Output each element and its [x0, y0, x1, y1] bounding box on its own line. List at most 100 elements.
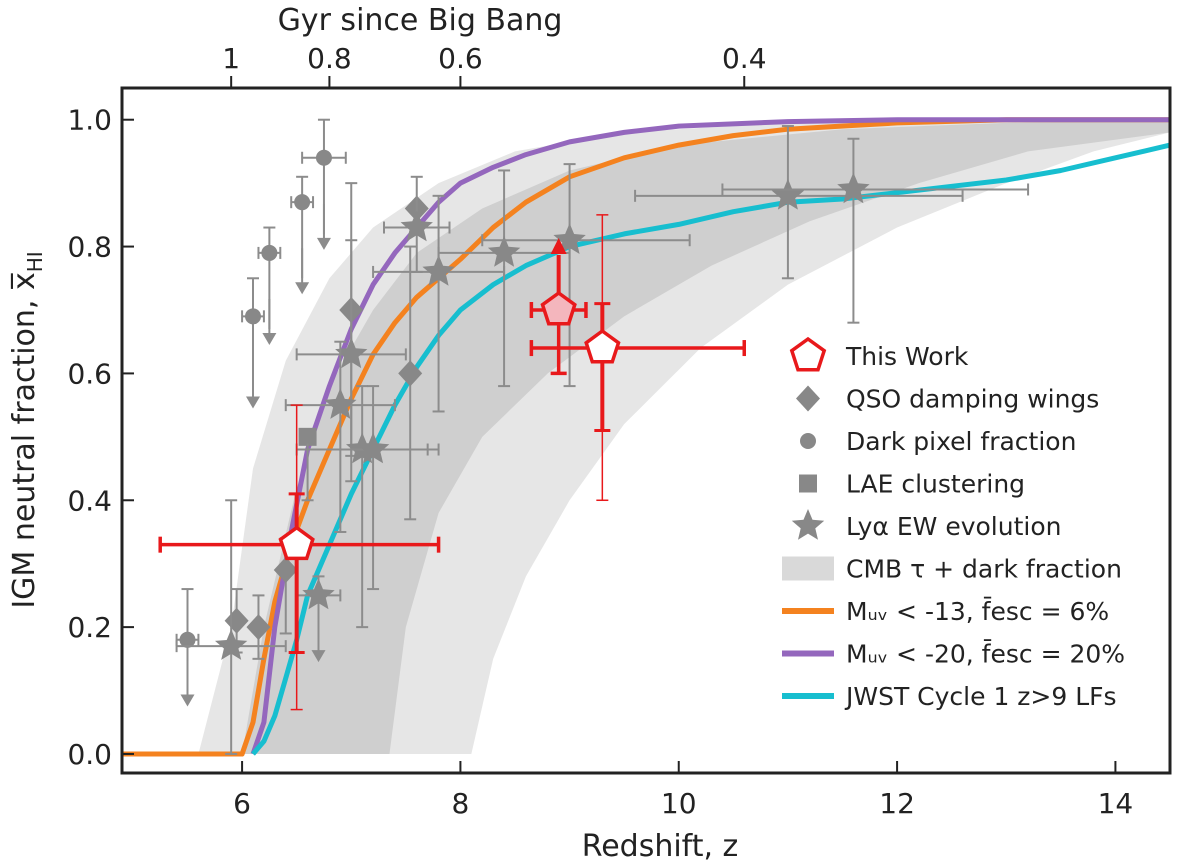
this-work-marker — [278, 525, 315, 561]
x-tick-label-0: 6 — [233, 787, 251, 820]
this-work-point-0 — [158, 404, 441, 711]
svg-text:IGM neutral fraction, x̅HI: IGM neutral fraction, x̅HI — [7, 251, 47, 608]
upper-limit-arrow-head — [246, 396, 260, 409]
x-tick-label-2: 10 — [661, 787, 697, 820]
legend-label: Mᵤᵥ < -20, f̄esc = 20% — [846, 639, 1125, 669]
star-marker — [487, 235, 521, 267]
star-point-1 — [372, 194, 506, 413]
circle-marker — [179, 631, 196, 648]
legend-label: CMB τ + dark fraction — [846, 555, 1122, 584]
star-marker — [837, 172, 870, 204]
plot-frame — [120, 86, 1172, 775]
star-point-7 — [306, 385, 440, 591]
upper-limit-arrow-head — [316, 237, 331, 250]
legend-label: QSO damping wings — [846, 385, 1099, 414]
upper-limit-arrow-head — [180, 694, 195, 707]
circle-point-4 — [175, 588, 200, 707]
star-point-10 — [634, 125, 964, 280]
star-marker — [356, 432, 390, 464]
diamond-point-4 — [246, 594, 271, 660]
star-point-2 — [437, 169, 571, 388]
circle-marker — [294, 194, 311, 211]
y-tick-label-1: 0.2 — [67, 611, 112, 644]
star-marker — [771, 178, 805, 210]
diamond-marker — [246, 614, 271, 641]
circle-point-3 — [301, 118, 347, 250]
top-tick-label-0: 1 — [222, 42, 240, 75]
this-work-marker — [584, 328, 621, 364]
this-work-point-1 — [529, 237, 588, 376]
star-marker — [302, 578, 335, 610]
top-tick-label-3: 0.4 — [722, 42, 767, 75]
legend-entry-6: Mᵤᵥ < -13, f̄esc = 6% — [782, 596, 1109, 626]
star-point-11 — [721, 137, 1030, 324]
star-marker — [335, 337, 368, 369]
star-marker — [422, 254, 455, 286]
y-tick-label-3: 0.6 — [67, 357, 112, 390]
top-tick-label-2: 0.6 — [438, 42, 483, 75]
top-tick-label-1: 0.8 — [307, 42, 352, 75]
legend-swatch — [791, 509, 825, 540]
circle-marker — [315, 149, 332, 166]
diamond-marker — [398, 360, 423, 387]
star-point-5 — [284, 340, 396, 533]
legend-label: Dark pixel fraction — [846, 427, 1076, 456]
legend-entry-8: JWST Cycle 1 z>9 LFs — [782, 682, 1117, 711]
diamond-point-1 — [398, 245, 423, 521]
y-tick-label-4: 0.8 — [67, 231, 112, 264]
circle-point-1 — [257, 226, 282, 346]
legend: This Work QSO damping wings Dark pixel fra… — [782, 336, 1125, 711]
legend-swatch — [800, 433, 816, 449]
upper-limit-arrow-head — [311, 650, 326, 663]
diamond-marker — [273, 557, 298, 584]
data-points-group — [158, 118, 1030, 755]
y-axis-title-group: IGM neutral fraction, x̅HI — [7, 251, 47, 608]
x-tick-label-1: 8 — [452, 787, 470, 820]
legend-entry-7: Mᵤᵥ < -20, f̄esc = 20% — [782, 639, 1125, 669]
model-curves-group — [122, 117, 1170, 757]
cmb-band-inner — [242, 119, 1170, 754]
circle-marker — [245, 308, 261, 325]
lower-limit-arrow-head — [550, 237, 567, 254]
legend-label: This Work — [845, 342, 969, 371]
x-tick-label-4: 14 — [1098, 787, 1134, 820]
legend-entry-1: QSO damping wings — [796, 385, 1099, 414]
axes-group: 6 8 10 12 14 0.0 0.2 0.4 0.6 0.8 1.0 1 0.8 0.6 0.4 — [67, 42, 1133, 820]
legend-entry-4: Lyα EW evolution — [791, 509, 1061, 541]
this-work-point-2 — [529, 214, 746, 502]
legend-entry-2: Dark pixel fraction — [800, 427, 1076, 456]
y-axis-title: IGM neutral fraction, x̅ — [7, 272, 42, 608]
upper-limit-arrow-head — [295, 282, 310, 295]
legend-label: LAE clustering — [846, 470, 1025, 499]
this-work-marker — [540, 290, 577, 326]
legend-label: Lyα EW evolution — [846, 512, 1061, 541]
circle-point-2 — [290, 175, 315, 295]
legend-swatch — [796, 385, 820, 412]
square-marker — [298, 427, 317, 446]
model-curve-1 — [250, 117, 1170, 755]
y-axis-title-sub: HI — [23, 251, 47, 272]
star-marker — [215, 629, 248, 660]
star-point-4 — [295, 239, 407, 483]
x-tick-label-3: 12 — [879, 787, 915, 820]
circle-marker — [261, 244, 278, 261]
legend-swatch — [789, 336, 827, 372]
legend-entry-0: This Work — [789, 336, 969, 372]
legend-swatch — [782, 556, 834, 581]
top-axis-title: Gyr since Big Bang — [278, 3, 563, 38]
legend-entry-3: LAE clustering — [799, 470, 1025, 499]
star-marker — [324, 388, 357, 419]
y-tick-label-5: 1.0 — [67, 104, 112, 137]
y-tick-label-2: 0.4 — [67, 484, 112, 517]
model-curve-0 — [122, 117, 1170, 757]
model-curve-2 — [251, 142, 1170, 756]
legend-swatch — [799, 474, 817, 493]
upper-limit-arrow-head — [262, 333, 277, 346]
circle-point-0 — [241, 277, 265, 409]
legend-entry-5: CMB τ + dark fraction — [782, 555, 1122, 584]
x-axis-title: Redshift, z — [582, 829, 739, 864]
y-tick-label-0: 0.0 — [67, 738, 112, 771]
star-point-9 — [175, 499, 287, 755]
legend-label: Mᵤᵥ < -13, f̄esc = 6% — [846, 596, 1109, 626]
